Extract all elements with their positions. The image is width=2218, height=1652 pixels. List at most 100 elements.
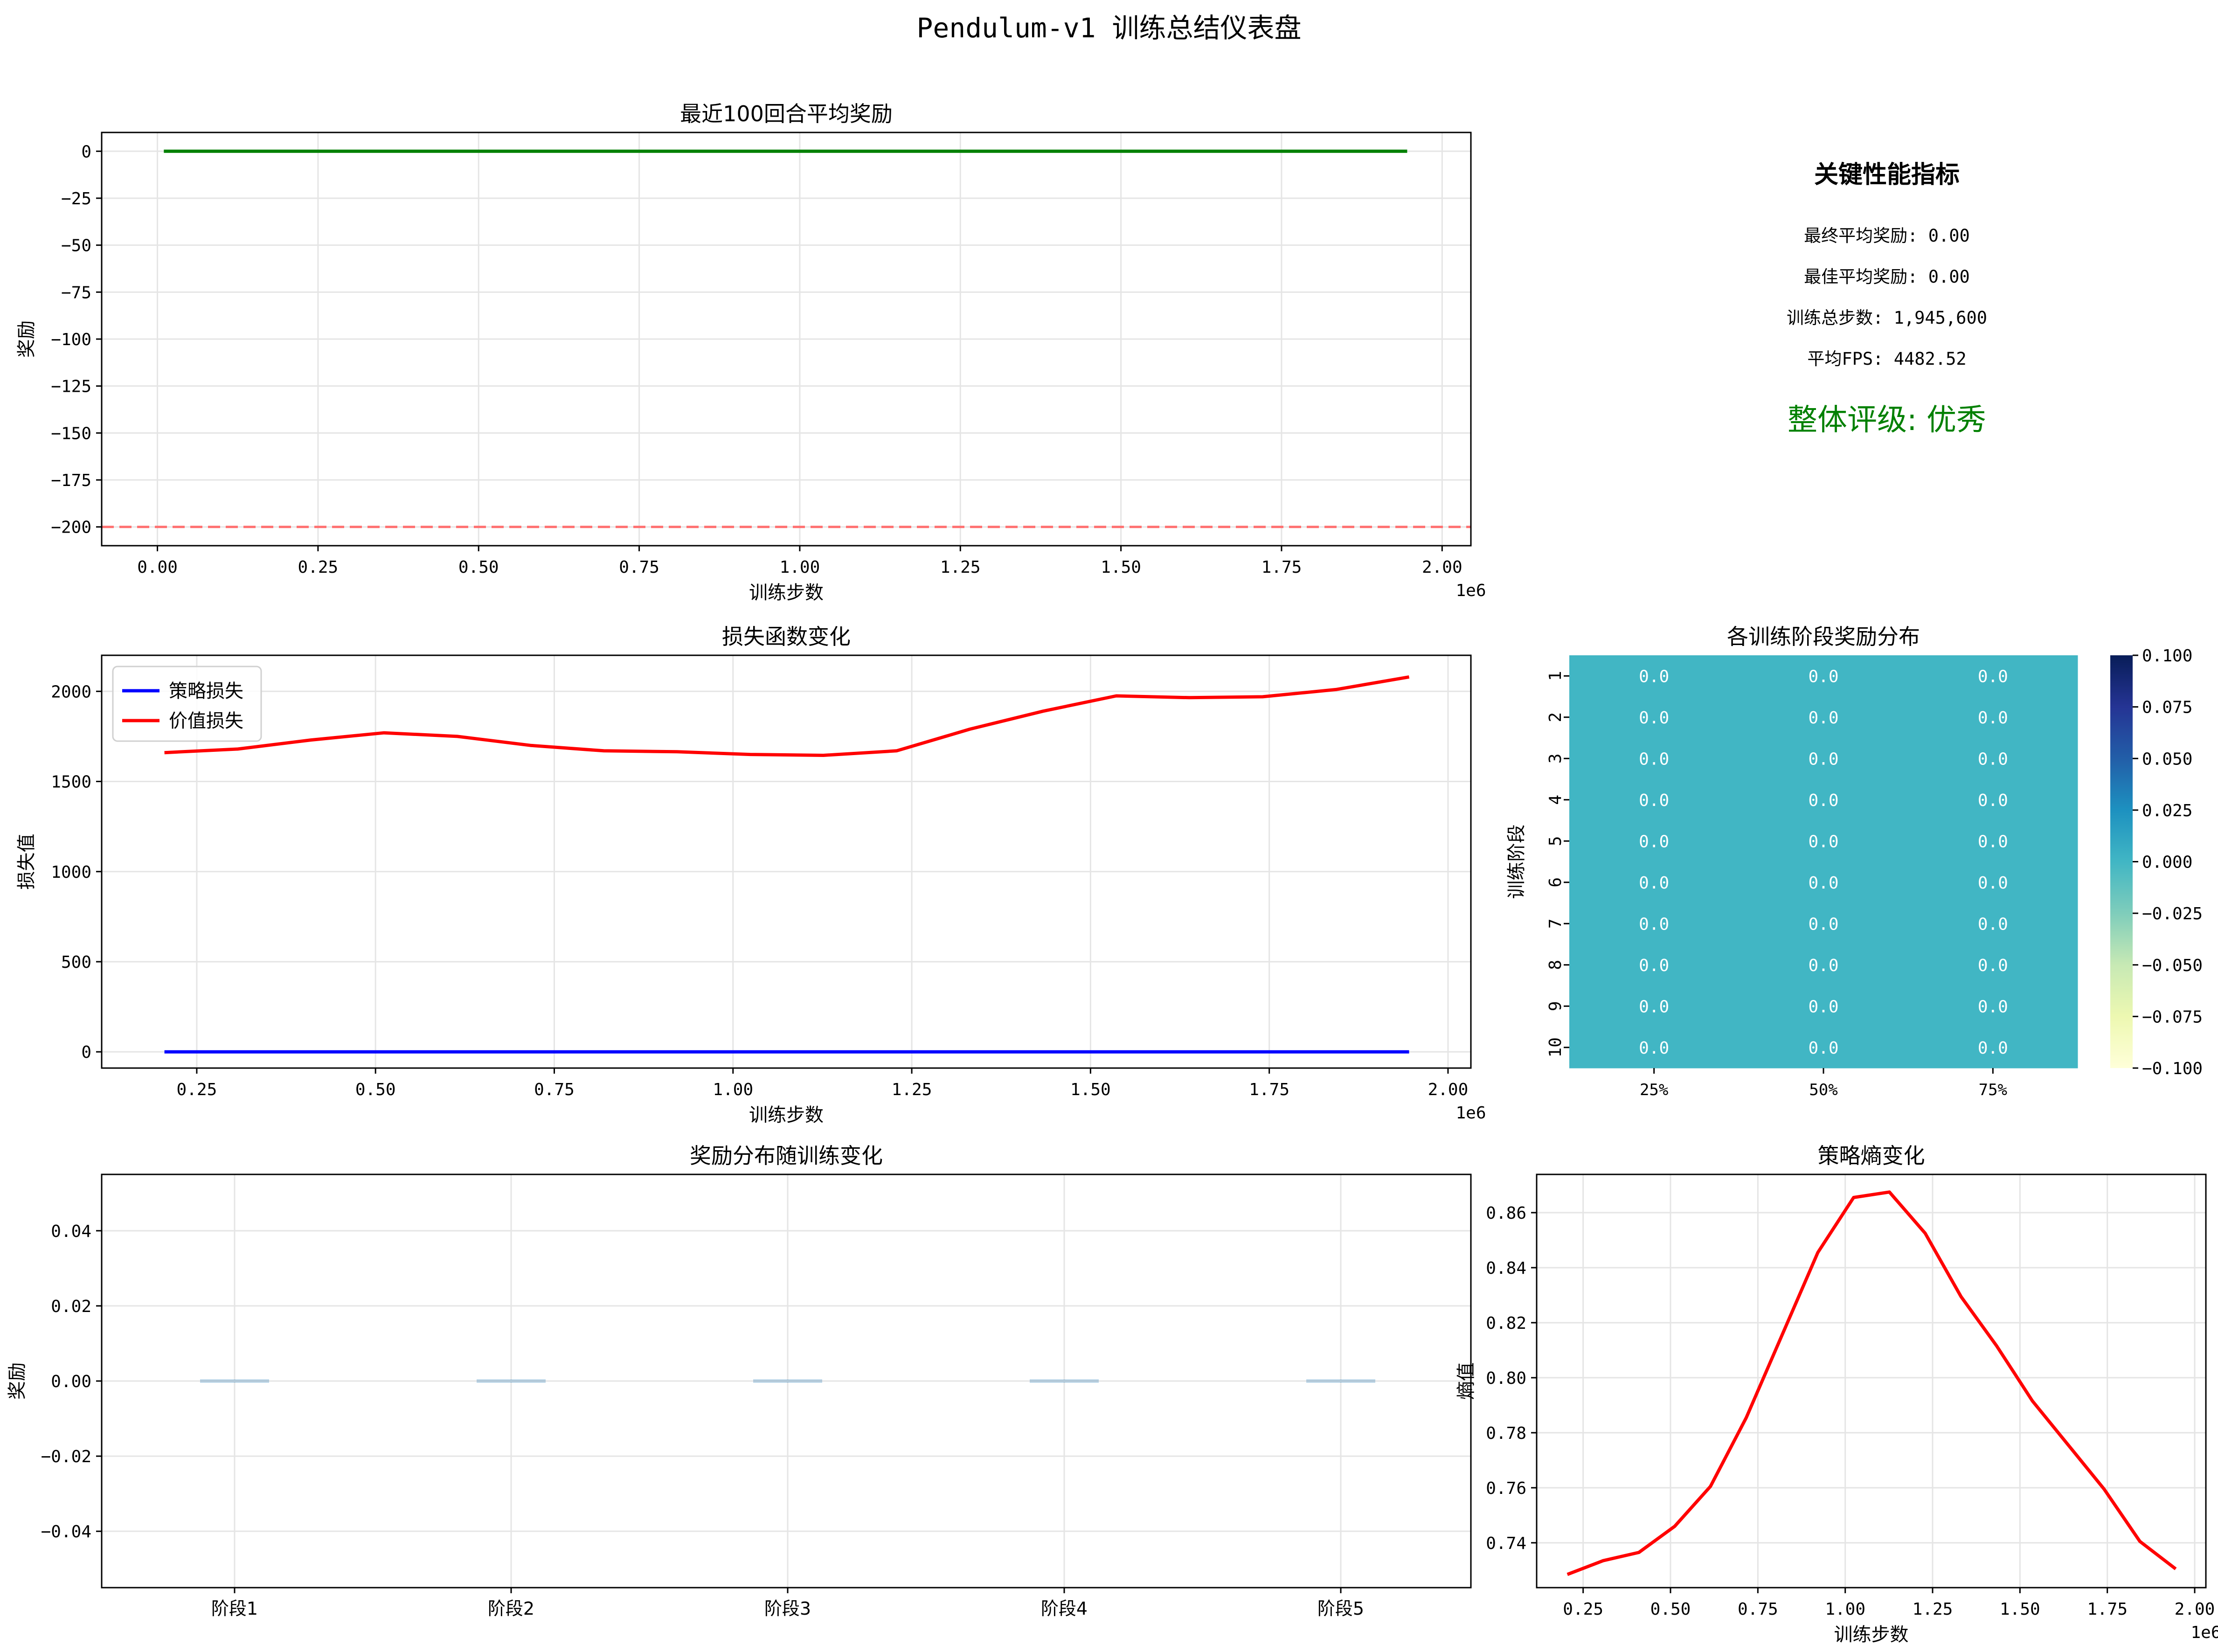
entropy-x-tick-label: 0.75	[1738, 1600, 1778, 1619]
heatmap-cell-label: 0.0	[1808, 791, 1838, 810]
heatmap-cell	[1908, 1027, 2078, 1069]
heatmap-cell-label: 0.0	[1639, 915, 1669, 934]
heatmap-cell-label: 0.0	[1639, 997, 1669, 1016]
reward-x-tick-label: 1.75	[1261, 558, 1302, 577]
loss-x-tick-label: 0.25	[177, 1080, 217, 1099]
heatmap-colorbar-tick-label: 0.050	[2142, 750, 2192, 769]
kpi-rating: 整体评级: 优秀	[1788, 403, 1986, 437]
heatmap-cell	[1739, 820, 1909, 862]
loss-x-tick-label: 0.75	[534, 1080, 575, 1099]
entropy-x-tick-label: 1.75	[2087, 1600, 2128, 1619]
loss-x-tick-label: 1.25	[892, 1080, 932, 1099]
heatmap-row-label: 5	[1546, 836, 1565, 846]
heatmap-cell-label: 0.0	[1808, 667, 1838, 686]
reward-y-tick-label: −200	[51, 518, 91, 537]
entropy-x-tick-label: 2.00	[2175, 1600, 2215, 1619]
heatmap-row-label: 8	[1546, 960, 1565, 970]
reward-y-tick-label: −175	[51, 471, 91, 490]
reward-x-tick-label: 0.75	[619, 558, 659, 577]
heatmap-cell	[1569, 861, 1739, 903]
loss-x-tick-label: 1.50	[1070, 1080, 1111, 1099]
reward-y-tick-label: −100	[51, 330, 91, 349]
heatmap-row-label: 6	[1546, 877, 1565, 888]
kpi-avg-fps: 平均FPS: 4482.52	[1807, 349, 1966, 369]
heatmap-cell-label: 0.0	[1808, 874, 1838, 893]
loss-x-offset-label: 1e6	[1456, 1104, 1486, 1123]
heatmap-cell	[1739, 986, 1909, 1027]
heatmap-col-label: 75%	[1979, 1081, 2007, 1099]
heatmap-cell-label: 0.0	[1978, 1039, 2008, 1058]
heatmap-cell	[1908, 696, 2078, 738]
heatmap-cell	[1908, 903, 2078, 944]
entropy-x-tick-label: 1.00	[1825, 1600, 1865, 1619]
heatmap-row-label: 9	[1546, 1001, 1565, 1011]
loss-legend	[112, 666, 262, 742]
entropy-y-axis-label: 熵值	[1456, 1362, 1477, 1400]
heatmap-cell-label: 0.0	[1639, 956, 1669, 975]
loss-frame	[101, 654, 1472, 1069]
entropy-x-tick-label: 1.50	[2000, 1600, 2040, 1619]
entropy-x-tick-label: 1.25	[1913, 1600, 1953, 1619]
heatmap-cell-label: 0.0	[1978, 915, 2008, 934]
entropy-y-tick-label: 0.78	[1486, 1424, 1526, 1443]
heatmap-cell-label: 0.0	[1808, 956, 1838, 975]
heatmap-cell-label: 0.0	[1808, 915, 1838, 934]
heatmap-cell-label: 0.0	[1639, 750, 1669, 769]
reward-frame	[101, 132, 1472, 547]
kpi-panel: 关键性能指标 最终平均奖励: 0.00 最佳平均奖励: 0.00 训练总步数: …	[1787, 161, 1987, 437]
heatmap-row-label: 7	[1546, 918, 1565, 929]
reward-x-tick-label: 1.25	[940, 558, 981, 577]
heatmap-colorbar-tick-label: 0.025	[2142, 801, 2192, 820]
heatmap-colorbar	[2110, 655, 2133, 1068]
loss-x-tick-label: 2.00	[1428, 1080, 1469, 1099]
boxplot-category-label: 阶段2	[488, 1598, 534, 1619]
boxplot-frame	[101, 1173, 1472, 1589]
heatmap-cell-label: 0.0	[1978, 708, 2008, 728]
loss-plot-area	[102, 655, 1471, 1068]
heatmap-cell	[1739, 903, 1909, 944]
heatmap-cell	[1569, 738, 1739, 779]
heatmap-cell-label: 0.0	[1978, 791, 2008, 810]
loss-x-axis-label: 训练步数	[749, 1104, 824, 1126]
heatmap-cell	[1569, 655, 1739, 697]
heatmap-cell-label: 0.0	[1808, 1039, 1838, 1058]
loss-title: 损失函数变化	[722, 624, 851, 649]
entropy-x-tick-label: 0.50	[1650, 1600, 1691, 1619]
loss-x-tick-label: 1.75	[1249, 1080, 1289, 1099]
heatmap-cell-label: 0.0	[1808, 832, 1838, 851]
heatmap-cell	[1908, 986, 2078, 1027]
kpi-final-reward: 最终平均奖励: 0.00	[1804, 226, 1970, 246]
reward-y-tick-label: −125	[51, 377, 91, 396]
heatmap-colorbar-tick-label: 0.000	[2142, 853, 2192, 872]
heatmap-cell	[1739, 738, 1909, 779]
reward-y-tick-label: 0	[81, 142, 91, 161]
heatmap-cell	[1569, 820, 1739, 862]
reward-chart: 0.00 0.25 0.50 0.75 1.00 1.25 1.50 1.75 2.00 0 −25…	[16, 101, 1486, 604]
heatmap-cell-label: 0.0	[1639, 667, 1669, 686]
entropy-x-tick-label: 0.25	[1563, 1600, 1603, 1619]
heatmap-cell-label: 0.0	[1978, 997, 2008, 1016]
heatmap-cell	[1908, 820, 2078, 862]
heatmap-colorbar-tick-label: −0.050	[2142, 956, 2203, 975]
reward-y-tick-label: −75	[61, 283, 91, 302]
heatmap-row-label: 2	[1546, 712, 1565, 722]
kpi-best-reward: 最佳平均奖励: 0.00	[1804, 267, 1970, 287]
heatmap-row-label: 10	[1546, 1037, 1565, 1057]
entropy-y-tick-label: 0.76	[1486, 1479, 1526, 1498]
heatmap-cell-label: 0.0	[1808, 997, 1838, 1016]
boxplot-chart: 阶段1 阶段2 阶段3 阶段4 阶段5 0.04 0.02 0.00 −0.02 −0.04 奖励分…	[7, 1143, 1472, 1619]
heatmap-cell	[1569, 1027, 1739, 1069]
reward-x-tick-label: 1.00	[780, 558, 820, 577]
heatmap-y-axis-label: 训练阶段	[1506, 825, 1527, 899]
heatmap-cell-label: 0.0	[1639, 832, 1669, 851]
entropy-x-offset-label: 1e6	[2190, 1623, 2218, 1642]
reward-x-tick-label: 2.00	[1422, 558, 1462, 577]
boxplot-category-label: 阶段1	[211, 1598, 258, 1619]
heatmap-cell	[1739, 1027, 1909, 1069]
boxplot-y-tick-label: −0.02	[41, 1447, 91, 1466]
entropy-x-axis-label: 训练步数	[1834, 1624, 1909, 1645]
entropy-y-tick-label: 0.84	[1486, 1259, 1526, 1278]
entropy-y-tick-label: 0.80	[1486, 1369, 1526, 1388]
boxplot-y-tick-label: 0.00	[51, 1372, 91, 1391]
